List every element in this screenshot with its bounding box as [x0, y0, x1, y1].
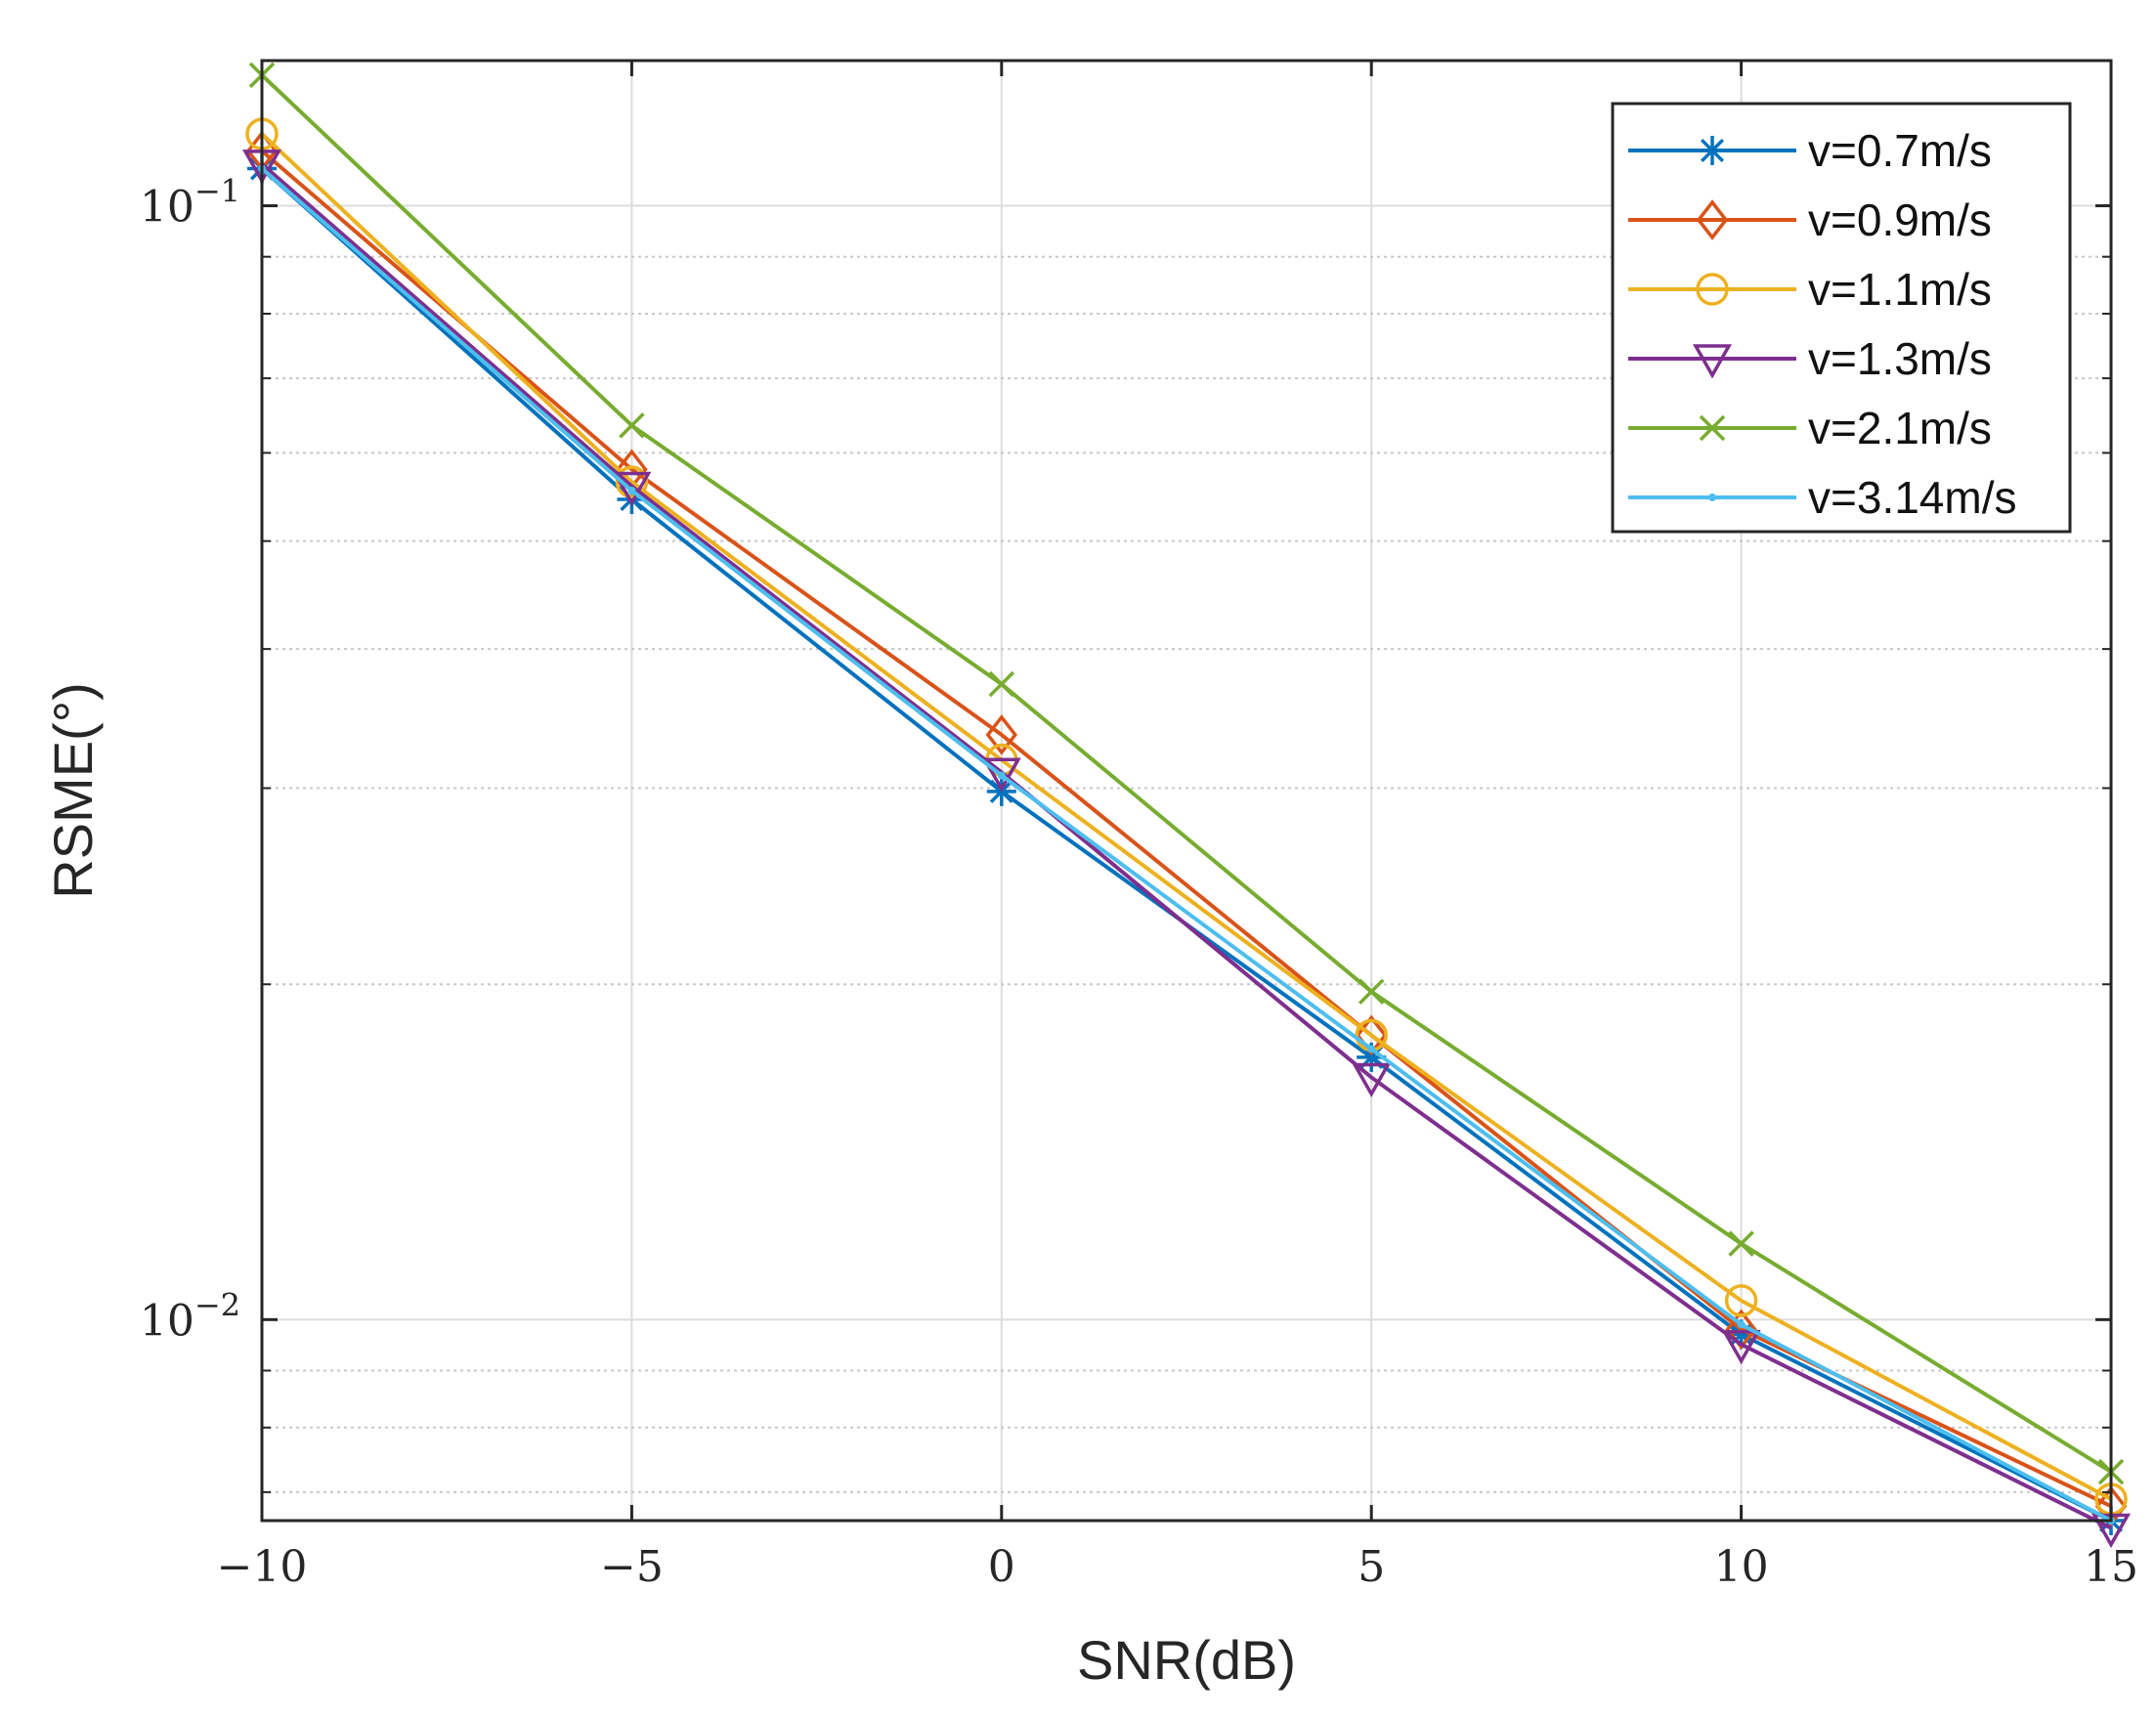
- data-point-marker: [619, 412, 645, 439]
- legend-marker: [1699, 414, 1726, 442]
- series-line: [260, 162, 2112, 1530]
- data-point-marker: [1367, 1045, 1376, 1053]
- data-point-marker: [1728, 1230, 1754, 1257]
- y-tick-label-exponent: −2: [194, 1286, 240, 1323]
- data-point-marker: [1358, 978, 1385, 1005]
- axes-box: [260, 59, 2113, 1523]
- legend-marker: [1696, 199, 1729, 240]
- y-axis-label: RSME(°): [42, 682, 104, 898]
- data-point-marker: [985, 714, 1018, 755]
- legend-label: v=0.7m/s: [1808, 125, 1992, 176]
- y-tick-label-base: 10: [140, 1296, 194, 1346]
- grid-layer: [261, 61, 2112, 1521]
- data-point-marker: [997, 771, 1006, 780]
- y-tick-label-exponent: −1: [194, 173, 240, 210]
- x-tick-label: 10: [1714, 1542, 1769, 1592]
- y-tick-label: 10−2: [140, 1286, 240, 1346]
- legend-label: v=3.14m/s: [1808, 472, 2017, 523]
- legend: v=0.7m/s v=0.9m/s v=1.1m/s v=1.3m/s v=2.1m/s…: [1611, 102, 2072, 534]
- data-point-marker: [615, 465, 649, 498]
- x-tick-label: 0: [988, 1542, 1015, 1592]
- data-point-marker: [1721, 1329, 1761, 1365]
- data-point-marker: [1725, 1309, 1757, 1351]
- series-line: [260, 132, 2112, 1501]
- data-point-marker: [612, 471, 652, 507]
- x-tick-label: 5: [1358, 1542, 1385, 1592]
- y-tick-label-base: 10: [140, 183, 194, 233]
- legend-label: v=2.1m/s: [1808, 403, 1992, 453]
- data-point-marker: [988, 670, 1015, 698]
- data-point-marker: [981, 757, 1021, 793]
- series-line: [260, 166, 2112, 1523]
- legend-label: v=1.1m/s: [1808, 264, 1992, 315]
- legend-label: v=1.3m/s: [1808, 333, 1992, 384]
- legend-marker: [1696, 273, 1729, 306]
- data-point-marker: [1737, 1320, 1746, 1329]
- x-tick-label: −5: [600, 1542, 664, 1592]
- legend-box: [1611, 102, 2072, 534]
- series-line: [260, 73, 2113, 1474]
- x-tick-label: 15: [2084, 1542, 2138, 1592]
- data-point-marker: [627, 486, 636, 494]
- series-layer: [241, 62, 2132, 1549]
- x-tick-label: −10: [217, 1542, 308, 1592]
- x-axis-label: SNR(dB): [1077, 1629, 1296, 1691]
- legend-label: v=0.9m/s: [1808, 194, 1992, 245]
- y-tick-label: 10−1: [140, 173, 240, 233]
- data-point-marker: [1352, 1062, 1392, 1097]
- data-point-marker: [1724, 1284, 1758, 1317]
- legend-marker: [1692, 344, 1733, 379]
- legend-marker: [1708, 494, 1716, 501]
- legend-marker: [1698, 136, 1727, 165]
